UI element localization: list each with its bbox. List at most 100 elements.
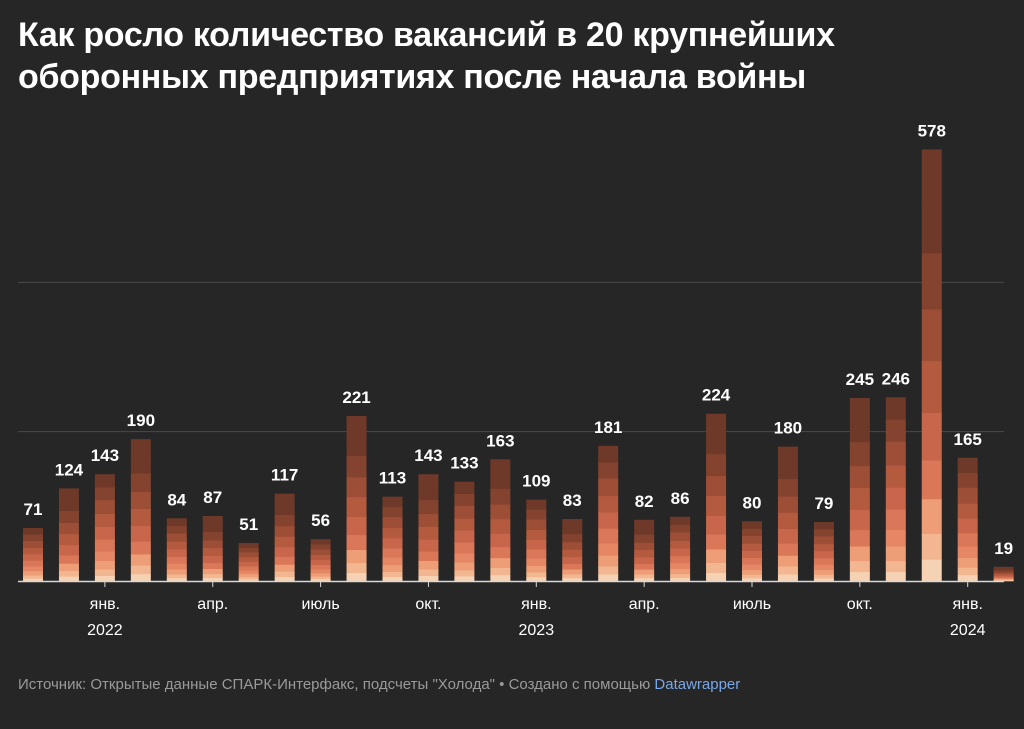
bar-segment <box>634 527 655 535</box>
bar-segment <box>274 564 295 572</box>
bar-segment <box>993 578 1014 580</box>
bar[interactable] <box>346 415 367 582</box>
bar-segment <box>526 572 547 578</box>
bar-segment <box>670 555 691 564</box>
bar[interactable] <box>598 445 619 582</box>
value-label: 165 <box>954 430 982 449</box>
bar[interactable] <box>921 149 942 582</box>
value-label: 56 <box>311 511 330 530</box>
bar-segment <box>634 574 655 579</box>
bar-segment <box>921 309 942 362</box>
bar-segment <box>310 549 331 555</box>
bar-segment <box>670 573 691 579</box>
bar-segment <box>202 573 223 579</box>
bar-segment <box>274 525 295 537</box>
bar-segment <box>23 560 43 567</box>
bar-segment <box>777 496 798 513</box>
bar[interactable] <box>562 519 583 582</box>
bar-segment <box>921 149 942 202</box>
bar-segment <box>562 533 583 543</box>
bar-segment <box>346 415 367 437</box>
bar-segment <box>94 513 115 527</box>
bar[interactable] <box>382 496 403 582</box>
bar[interactable] <box>634 519 655 582</box>
bar-segment <box>166 518 187 527</box>
bar-segment <box>813 564 834 571</box>
bar[interactable] <box>742 521 762 582</box>
bar[interactable] <box>670 516 691 582</box>
bar-segment <box>23 566 43 572</box>
x-tick-year-label: 2022 <box>87 622 123 639</box>
bar[interactable] <box>813 522 834 582</box>
bar[interactable] <box>202 516 223 582</box>
bar-segment <box>993 570 1014 573</box>
bar[interactable] <box>993 566 1014 582</box>
source-note: Источник: Открытые данные СПАРК-Интерфак… <box>18 676 651 693</box>
bar-segment <box>957 574 978 582</box>
bar-segment <box>526 509 547 520</box>
bar-segment <box>957 472 978 488</box>
bar-segment <box>238 570 259 575</box>
bar-segment <box>777 543 798 556</box>
bar-segment <box>346 455 367 478</box>
bar-segment <box>310 539 331 545</box>
bar[interactable] <box>58 488 79 582</box>
x-tick-label: окт. <box>847 596 873 613</box>
bar-segment <box>23 527 43 535</box>
bar-segment <box>993 573 1014 576</box>
bar-segment <box>526 499 547 510</box>
bar-segment <box>94 560 115 570</box>
bar[interactable] <box>94 474 115 582</box>
bar[interactable] <box>238 542 259 582</box>
bar-segment <box>957 503 978 519</box>
bar[interactable] <box>490 459 511 582</box>
bar-chart: 71 124 143 190 84 87 51 117 56 221 113 143 133 163 109… <box>18 121 1014 639</box>
bar[interactable] <box>777 446 798 582</box>
bar[interactable] <box>957 457 978 582</box>
bar-segment <box>777 574 798 582</box>
bar-segment <box>94 569 115 576</box>
bar-segment <box>23 553 43 561</box>
bar-segment <box>310 554 331 560</box>
datawrapper-link[interactable]: Datawrapper <box>654 676 741 693</box>
value-label: 245 <box>846 370 874 389</box>
bar-segment <box>598 495 619 513</box>
value-label: 181 <box>594 418 622 437</box>
bar-segment <box>418 513 439 527</box>
bar-segment <box>849 529 870 547</box>
bar[interactable] <box>130 439 151 582</box>
bar[interactable] <box>418 474 439 582</box>
bar[interactable] <box>310 539 331 582</box>
bar-segment <box>598 512 619 529</box>
bar[interactable] <box>526 499 547 582</box>
bar[interactable] <box>849 398 870 582</box>
bar-segment <box>562 526 583 535</box>
bar-segment <box>742 578 762 582</box>
bar-segment <box>526 576 547 582</box>
bar-segment <box>382 571 403 578</box>
bar-segment <box>957 518 978 534</box>
x-tick-label: янв. <box>521 596 551 613</box>
bar-segment <box>130 508 151 526</box>
bar-segment <box>993 566 1014 569</box>
bar-segment <box>454 562 475 571</box>
bar-segment <box>58 563 79 572</box>
bar[interactable] <box>166 518 187 582</box>
bar-segment <box>58 510 79 523</box>
bar-segment <box>526 529 547 540</box>
bar-segment <box>274 546 295 557</box>
value-label: 246 <box>882 369 910 388</box>
bar[interactable] <box>885 397 906 582</box>
bar-segment <box>706 562 727 573</box>
value-label: 224 <box>702 386 731 405</box>
bar-segment <box>94 575 115 582</box>
bar-segment <box>562 563 583 570</box>
bar[interactable] <box>23 527 43 582</box>
bar-segment <box>346 549 367 564</box>
value-label: 79 <box>814 494 833 513</box>
bar[interactable] <box>706 413 727 582</box>
bar[interactable] <box>274 493 295 582</box>
bar-segment <box>885 465 906 488</box>
bar-segment <box>706 572 727 582</box>
bar[interactable] <box>454 481 475 582</box>
